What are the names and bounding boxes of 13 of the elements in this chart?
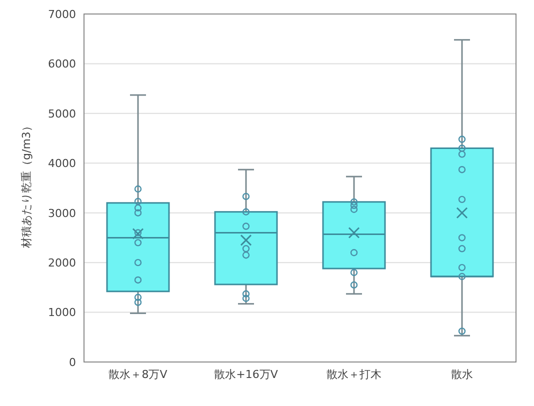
y-axis-title: 材積あたり乾重（g/m3） xyxy=(20,120,33,249)
y-tick-label: 2000 xyxy=(48,256,76,270)
y-tick-label: 3000 xyxy=(48,206,76,220)
x-tick-label: 散水＋打木 xyxy=(326,368,382,381)
y-tick-label: 7000 xyxy=(48,8,76,21)
x-tick-label: 散水＋8万V xyxy=(108,368,168,381)
y-tick-label: 4000 xyxy=(48,157,76,170)
y-tick-label: 6000 xyxy=(48,58,76,71)
x-tick-label: 散水 xyxy=(451,368,473,381)
x-tick-label: 散水+16万V xyxy=(214,368,278,381)
y-tick-label: 0 xyxy=(69,356,76,369)
y-tick-label: 5000 xyxy=(48,107,76,120)
y-tick-label: 1000 xyxy=(48,306,76,320)
